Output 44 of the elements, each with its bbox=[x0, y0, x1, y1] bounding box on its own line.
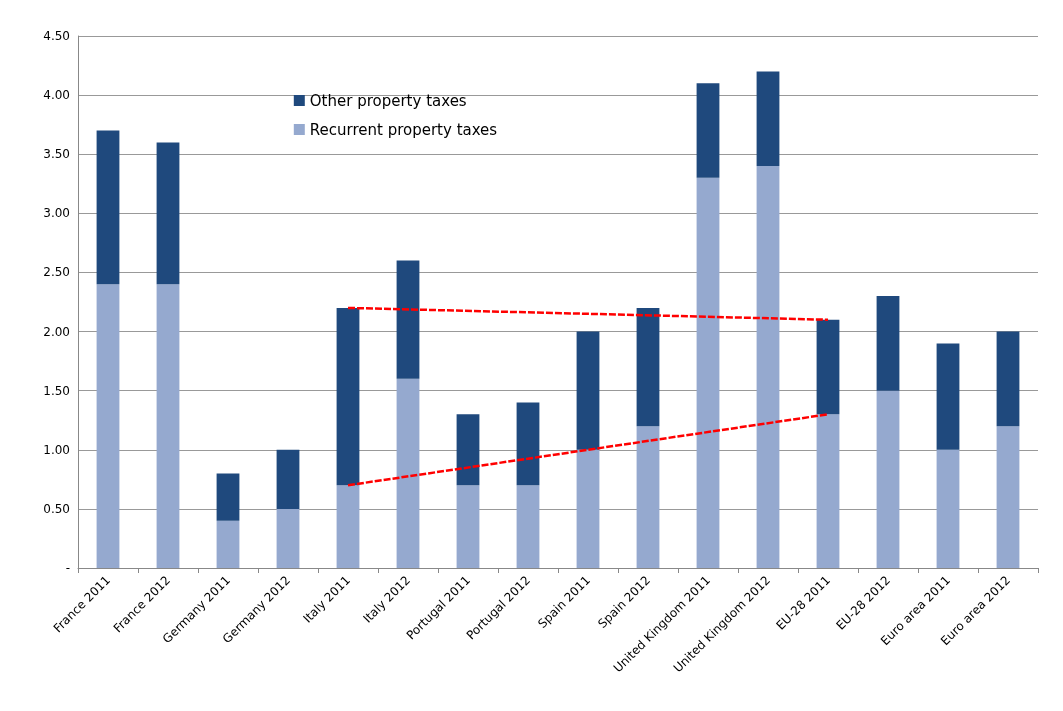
bar bbox=[696, 177, 720, 568]
bar bbox=[816, 319, 840, 415]
bar bbox=[996, 426, 1020, 568]
bar bbox=[96, 130, 120, 285]
y-tick-label: 2.50 bbox=[43, 265, 70, 280]
bar bbox=[276, 449, 300, 509]
y-tick-label: 1.50 bbox=[43, 383, 70, 398]
bar bbox=[576, 449, 600, 568]
y-tick-label: 3.50 bbox=[43, 147, 70, 162]
bar bbox=[936, 449, 960, 568]
y-tick-label: 0.50 bbox=[43, 501, 70, 516]
bar bbox=[576, 331, 600, 450]
bar bbox=[396, 260, 420, 379]
bar bbox=[516, 485, 540, 568]
bar bbox=[876, 296, 900, 391]
legend-label: Other property taxes bbox=[309, 91, 467, 110]
bar bbox=[336, 485, 360, 568]
bar bbox=[456, 485, 480, 568]
bar bbox=[816, 414, 840, 568]
bar bbox=[516, 402, 540, 486]
bar bbox=[756, 71, 780, 167]
bar bbox=[156, 284, 180, 568]
y-tick-label: 3.00 bbox=[43, 206, 70, 221]
bar bbox=[696, 83, 720, 178]
bar bbox=[216, 520, 240, 568]
bar bbox=[396, 378, 420, 568]
y-tick-label: 2.00 bbox=[43, 324, 70, 339]
y-tick-label: 4.50 bbox=[43, 29, 70, 43]
bar bbox=[96, 284, 120, 568]
bar bbox=[216, 473, 240, 521]
bar bbox=[756, 166, 780, 568]
y-tick-label: 1.00 bbox=[43, 442, 70, 457]
y-tick-label: 4.00 bbox=[43, 88, 70, 103]
y-tick-label: - bbox=[65, 561, 70, 575]
bar bbox=[996, 331, 1020, 427]
bar bbox=[636, 307, 660, 427]
bar bbox=[876, 390, 900, 568]
bar bbox=[456, 414, 480, 486]
bar bbox=[936, 343, 960, 450]
bar bbox=[156, 142, 180, 285]
bar bbox=[276, 508, 300, 568]
bar bbox=[336, 307, 360, 486]
bar bbox=[636, 426, 660, 568]
legend-label: Recurrent property taxes bbox=[309, 120, 498, 139]
